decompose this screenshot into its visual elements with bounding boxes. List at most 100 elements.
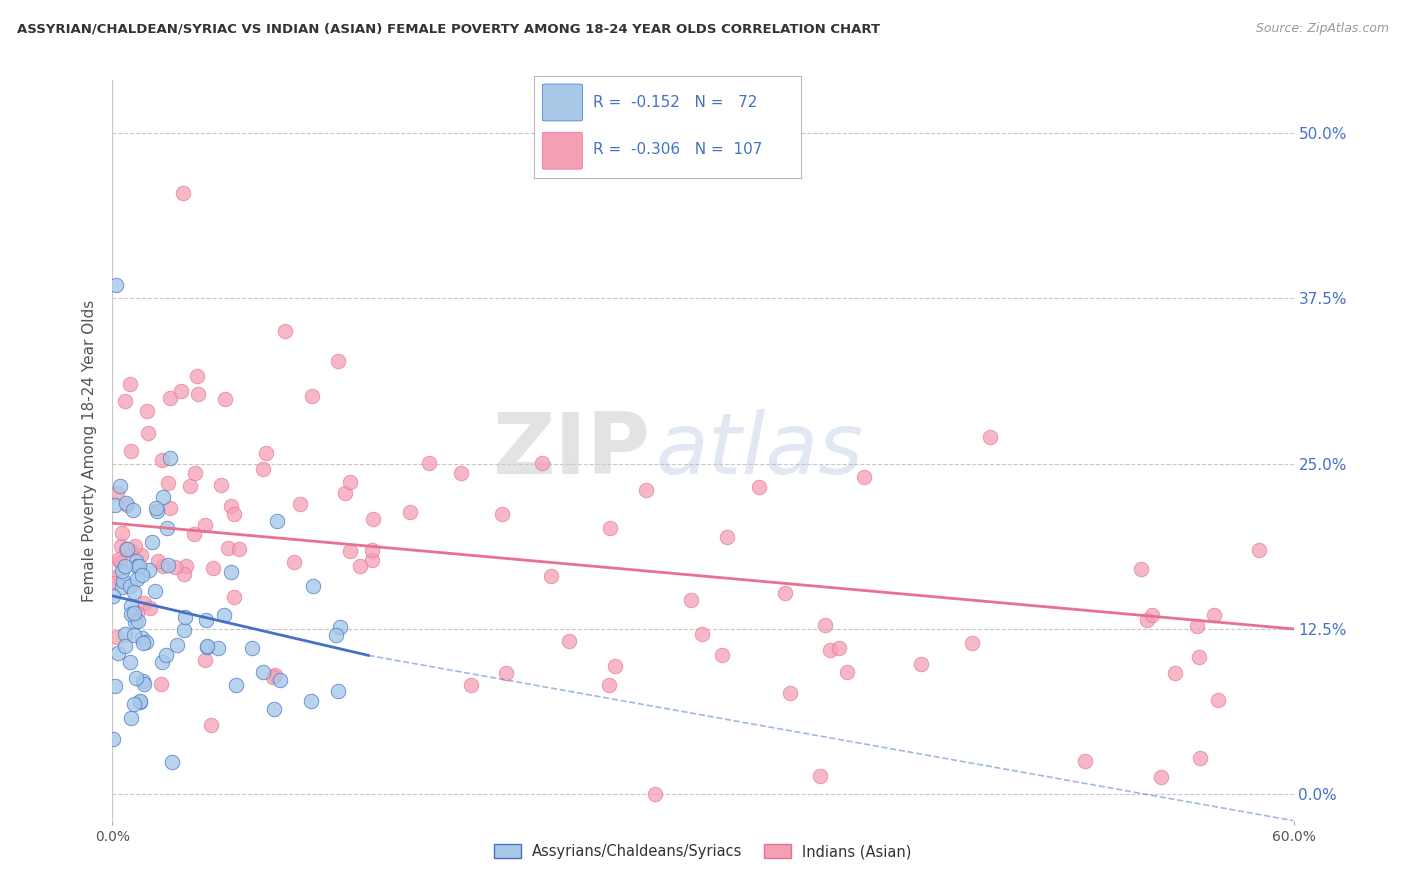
Point xyxy=(252,462,274,476)
Point xyxy=(540,568,562,582)
Point xyxy=(127,614,149,628)
Point xyxy=(131,631,153,645)
Point xyxy=(495,666,517,681)
Point xyxy=(173,623,195,637)
Point xyxy=(132,596,155,610)
Point xyxy=(200,718,222,732)
Point xyxy=(165,560,187,574)
Point xyxy=(111,525,134,540)
Point xyxy=(183,526,205,541)
Point xyxy=(254,445,277,459)
Point xyxy=(1206,693,1229,707)
Point xyxy=(266,514,288,528)
Point xyxy=(820,642,842,657)
Point xyxy=(174,609,197,624)
Point xyxy=(960,636,983,650)
Point xyxy=(690,627,713,641)
Point xyxy=(599,521,621,535)
Point xyxy=(207,640,229,655)
Y-axis label: Female Poverty Among 18-24 Year Olds: Female Poverty Among 18-24 Year Olds xyxy=(82,300,97,601)
Point xyxy=(115,496,138,510)
Point xyxy=(263,667,285,681)
Point xyxy=(450,467,472,481)
Point xyxy=(212,607,235,622)
Point xyxy=(835,665,858,679)
Point xyxy=(219,565,242,579)
Point xyxy=(152,655,174,669)
Point xyxy=(166,638,188,652)
Text: atlas: atlas xyxy=(655,409,863,492)
Point xyxy=(138,563,160,577)
Point xyxy=(132,673,155,688)
Point xyxy=(125,671,148,685)
Point xyxy=(1185,618,1208,632)
Point xyxy=(814,617,837,632)
Point xyxy=(101,589,124,603)
Text: Source: ZipAtlas.com: Source: ZipAtlas.com xyxy=(1256,22,1389,36)
Point xyxy=(120,599,142,613)
Point xyxy=(118,579,141,593)
Point xyxy=(107,646,129,660)
Point xyxy=(114,542,136,557)
Point xyxy=(103,575,125,590)
Point xyxy=(716,530,738,544)
Point xyxy=(773,586,796,600)
Point xyxy=(114,640,136,654)
Point xyxy=(124,615,146,629)
Point xyxy=(124,585,146,599)
Point xyxy=(242,640,264,655)
Point xyxy=(195,639,218,653)
Point xyxy=(1136,613,1159,627)
Point xyxy=(1249,542,1271,557)
Text: R =  -0.152   N =   72: R = -0.152 N = 72 xyxy=(593,95,758,110)
Point xyxy=(808,768,831,782)
Point xyxy=(172,186,194,200)
Point xyxy=(135,404,157,418)
Point xyxy=(326,353,349,368)
Text: ZIP: ZIP xyxy=(492,409,650,492)
Point xyxy=(644,787,666,801)
Point xyxy=(104,278,127,293)
Point xyxy=(1188,751,1211,765)
Point xyxy=(603,658,626,673)
Point xyxy=(211,478,233,492)
Point xyxy=(598,677,620,691)
Point xyxy=(124,539,146,553)
Point xyxy=(288,497,311,511)
Point xyxy=(122,503,145,517)
Point xyxy=(120,655,142,669)
Point xyxy=(129,548,152,562)
Point xyxy=(1142,607,1164,622)
Point xyxy=(145,501,167,516)
Point xyxy=(105,486,128,500)
Legend: Assyrians/Chaldeans/Syriacs, Indians (Asian): Assyrians/Chaldeans/Syriacs, Indians (As… xyxy=(488,838,918,865)
Point xyxy=(105,569,128,583)
Point xyxy=(853,470,876,484)
Point xyxy=(399,505,422,519)
Point xyxy=(150,452,173,467)
Point xyxy=(1164,665,1187,680)
Point xyxy=(325,628,347,642)
Point xyxy=(124,606,146,620)
Point xyxy=(418,456,440,470)
Point xyxy=(157,475,180,490)
Point xyxy=(136,425,159,440)
Point xyxy=(779,685,801,699)
Point xyxy=(174,558,197,573)
Text: ASSYRIAN/CHALDEAN/SYRIAC VS INDIAN (ASIAN) FEMALE POVERTY AMONG 18-24 YEAR OLDS : ASSYRIAN/CHALDEAN/SYRIAC VS INDIAN (ASIA… xyxy=(17,22,880,36)
Point xyxy=(710,648,733,662)
Point xyxy=(110,479,132,493)
Point xyxy=(120,444,142,458)
Point xyxy=(146,504,169,518)
Point xyxy=(110,565,132,579)
Point xyxy=(110,539,132,553)
Point xyxy=(361,512,384,526)
Point xyxy=(173,566,195,581)
Point xyxy=(252,665,274,680)
Point xyxy=(328,683,350,698)
Point xyxy=(135,635,157,649)
Point xyxy=(115,498,138,512)
Point xyxy=(224,508,246,522)
Point xyxy=(120,711,142,725)
Point xyxy=(1188,650,1211,665)
